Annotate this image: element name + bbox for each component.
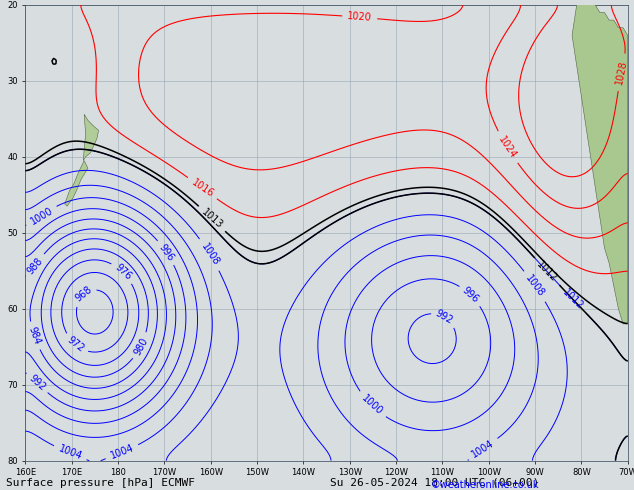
Text: 1004: 1004 (470, 438, 496, 459)
Text: 1020: 1020 (347, 11, 372, 23)
Text: 1024: 1024 (496, 134, 519, 161)
Text: 1016: 1016 (190, 177, 216, 199)
Text: 992: 992 (27, 372, 48, 392)
Polygon shape (83, 114, 98, 161)
Text: 1000: 1000 (29, 205, 55, 226)
Polygon shape (65, 161, 88, 206)
Text: 1028: 1028 (614, 59, 629, 85)
Text: 1012: 1012 (561, 288, 586, 312)
Text: 972: 972 (65, 335, 86, 354)
Polygon shape (572, 0, 628, 324)
Text: 1000: 1000 (359, 393, 384, 417)
Text: 1013: 1013 (200, 207, 224, 231)
Text: 980: 980 (132, 336, 150, 357)
Text: ©weatheronline.co.uk: ©weatheronline.co.uk (431, 480, 540, 490)
Text: 1004: 1004 (109, 443, 135, 461)
Text: 1004: 1004 (57, 444, 84, 462)
Text: 996: 996 (460, 285, 481, 305)
Text: 1012: 1012 (535, 259, 559, 284)
Text: 976: 976 (113, 262, 133, 282)
Text: Surface pressure [hPa] ECMWF: Surface pressure [hPa] ECMWF (6, 478, 195, 488)
Text: Su 26-05-2024 18:00 UTC (06+00): Su 26-05-2024 18:00 UTC (06+00) (330, 478, 539, 488)
Text: 992: 992 (434, 308, 455, 326)
Text: 968: 968 (74, 285, 94, 304)
Text: 988: 988 (26, 255, 45, 276)
Text: 1008: 1008 (524, 273, 547, 299)
Text: 984: 984 (27, 325, 42, 346)
Text: 1008: 1008 (199, 242, 221, 268)
Text: 996: 996 (157, 242, 176, 263)
